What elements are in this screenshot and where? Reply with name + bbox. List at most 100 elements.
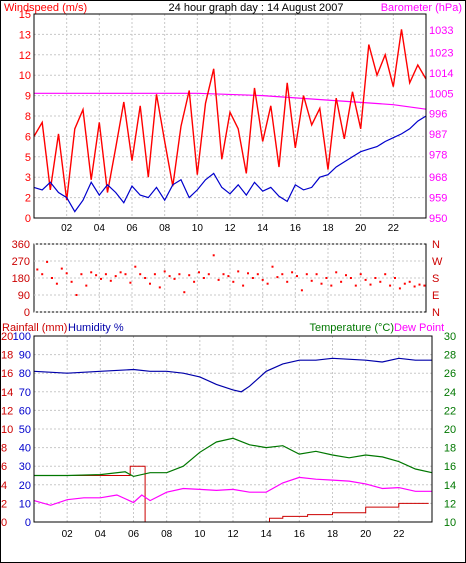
direction-point [60, 267, 63, 270]
direction-point [256, 273, 259, 276]
direction-point [266, 282, 269, 285]
humidity-tick-label: 100 [13, 331, 31, 343]
x-tick-label: 12 [224, 223, 236, 234]
direction-point [55, 282, 58, 285]
y-tick-label: 12 [19, 50, 31, 62]
y-tick-label: 0 [25, 213, 31, 225]
direction-point [144, 277, 147, 279]
x-tick-label: 20 [355, 223, 367, 234]
y-tick-label: 90 [18, 290, 30, 302]
direction-point [95, 274, 98, 277]
direction-point [202, 277, 205, 279]
direction-point [153, 273, 156, 276]
direction-point [335, 271, 338, 274]
gust-line [33, 29, 427, 201]
y-tick-label: 0 [24, 307, 30, 319]
direction-point [227, 275, 230, 278]
y2-tick-label: 968 [429, 172, 447, 184]
direction-point [281, 273, 284, 276]
barometer-line [34, 92, 427, 110]
direction-point [109, 279, 112, 282]
humidity-tick-label: 0 [25, 517, 31, 529]
direction-point [340, 280, 343, 283]
rainfall-tick-label: 20 [1, 331, 13, 343]
humidity-tick-label: 90 [19, 350, 31, 362]
y-tick-label: 3 [25, 172, 31, 184]
direction-point [65, 272, 68, 275]
temperature-tick-label: 28 [444, 350, 456, 362]
direction-point [149, 282, 151, 285]
direction-point [222, 273, 225, 276]
temperature-tick-label: 26 [444, 368, 456, 380]
x-tick-label: 16 [290, 223, 302, 234]
dewpoint-line [33, 476, 432, 506]
rainfall-axis-label: Rainfall (mm) [2, 322, 67, 334]
direction-point [413, 285, 416, 288]
temperature-tick-label: 12 [444, 498, 456, 510]
direction-point [369, 283, 372, 286]
rainfall-tick-label: 2 [1, 498, 7, 510]
temperature-tick-label: 10 [444, 517, 456, 529]
direction-point [217, 278, 220, 281]
y-tick-label: 2 [25, 193, 31, 205]
y2-tick-label: 950 [429, 213, 447, 225]
direction-point [296, 275, 298, 278]
y2-tick-label: 1005 [429, 88, 453, 100]
x-tick-label: 20 [360, 529, 372, 540]
temperature-humidity-panel: 02 04 06 08 10 12 14 16 18 20 22 0 0 10 2 10 12 4 20 14 6 30 1… [1, 331, 456, 540]
direction-point [276, 276, 279, 279]
direction-point [114, 275, 117, 278]
y2-tick-label: 959 [429, 193, 447, 205]
barometer-axis-label: Barometer (hPa) [381, 2, 462, 14]
temperature-tick-label: 30 [444, 331, 456, 343]
y-tick-label: 270 [12, 256, 30, 268]
direction-point [70, 280, 73, 283]
direction-point [349, 277, 352, 279]
humidity-tick-label: 70 [19, 387, 31, 399]
dewpoint-axis-label: Dew Point [394, 322, 444, 334]
direction-point [261, 278, 264, 281]
x-tick-label: 18 [327, 529, 339, 540]
direction-point [173, 277, 176, 280]
y-tick-label: 5 [25, 152, 31, 164]
direction-point [394, 277, 396, 279]
rainfall-tick-label: 12 [1, 405, 13, 417]
direction-point [403, 282, 406, 285]
humidity-tick-label: 50 [19, 424, 31, 436]
humidity-tick-label: 20 [19, 480, 31, 492]
plot-border [33, 13, 427, 219]
direction-point [354, 284, 357, 287]
direction-point [232, 280, 235, 283]
direction-point [80, 273, 83, 276]
x-tick-label: 10 [194, 529, 206, 540]
direction-point [423, 284, 426, 287]
direction-point [389, 284, 392, 287]
x-tick-label: 08 [161, 529, 173, 540]
plot-border [33, 335, 433, 523]
direction-point [379, 280, 382, 283]
rainfall-tick-label: 4 [1, 480, 7, 492]
direction-point [36, 268, 39, 271]
direction-point [330, 284, 333, 287]
temperature-line [34, 437, 433, 478]
direction-point [198, 271, 200, 274]
x-tick-label: 14 [261, 529, 273, 540]
direction-point [320, 282, 323, 285]
average-wind-line [33, 115, 427, 213]
direction-point [398, 287, 401, 290]
direction-point [163, 270, 166, 273]
y-tick-label: 9 [25, 91, 31, 103]
compass-tick-label: W [432, 256, 443, 268]
x-tick-label: 04 [94, 223, 106, 234]
x-tick-label: 22 [388, 223, 400, 234]
y-tick-label: 8 [25, 111, 31, 123]
direction-point [310, 279, 313, 282]
y2-tick-label: 1014 [429, 68, 453, 80]
humidity-line [33, 357, 432, 393]
direction-point [237, 270, 240, 273]
direction-point [418, 283, 421, 286]
humidity-tick-label: 80 [19, 368, 31, 380]
y2-tick-label: 978 [429, 150, 447, 162]
humidity-tick-label: 30 [19, 461, 31, 473]
x-tick-label: 02 [61, 223, 73, 234]
